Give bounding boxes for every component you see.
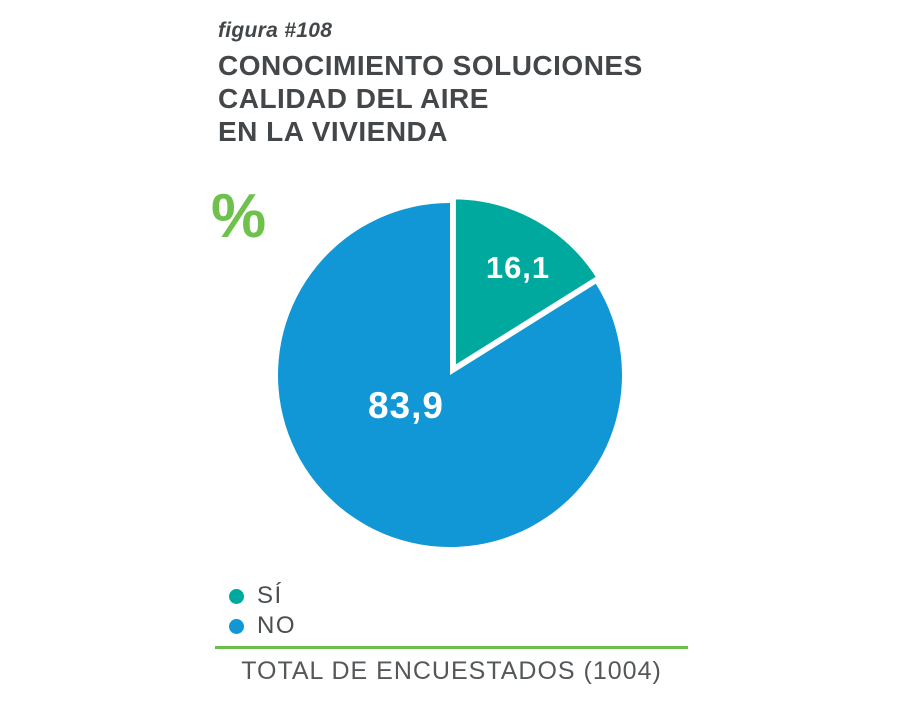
pie-slice-no: [278, 203, 622, 547]
legend-item-no: NO: [229, 611, 296, 641]
legend-dot-no-icon: [229, 618, 244, 634]
total-respondents-note: TOTAL DE ENCUESTADOS (1004): [241, 657, 662, 685]
pie-slice-si: [450, 194, 602, 372]
legend-label-no: NO: [257, 612, 296, 639]
chart-title-line-2: CALIDAD DEL AIRE: [218, 83, 489, 114]
chart-title-line-3: EN LA VIVIENDA: [218, 116, 448, 147]
legend-label-si: SÍ: [257, 582, 283, 609]
chart-title-line-1: CONOCIMIENTO SOLUCIONES: [218, 50, 643, 81]
legend-item-si: SÍ: [229, 581, 296, 611]
figure-number-label: figura #108: [218, 19, 333, 42]
pie-value-label-si: 16,1: [486, 250, 550, 285]
chart-title: CONOCIMIENTO SOLUCIONES CALIDAD DEL AIRE…: [218, 49, 643, 148]
footer-divider-line: [215, 646, 688, 649]
pie-value-label-no: 83,9: [368, 385, 444, 426]
percent-unit-symbol: %: [211, 182, 267, 251]
legend-dot-si-icon: [229, 588, 244, 604]
chart-legend: SÍ NO: [229, 581, 296, 641]
